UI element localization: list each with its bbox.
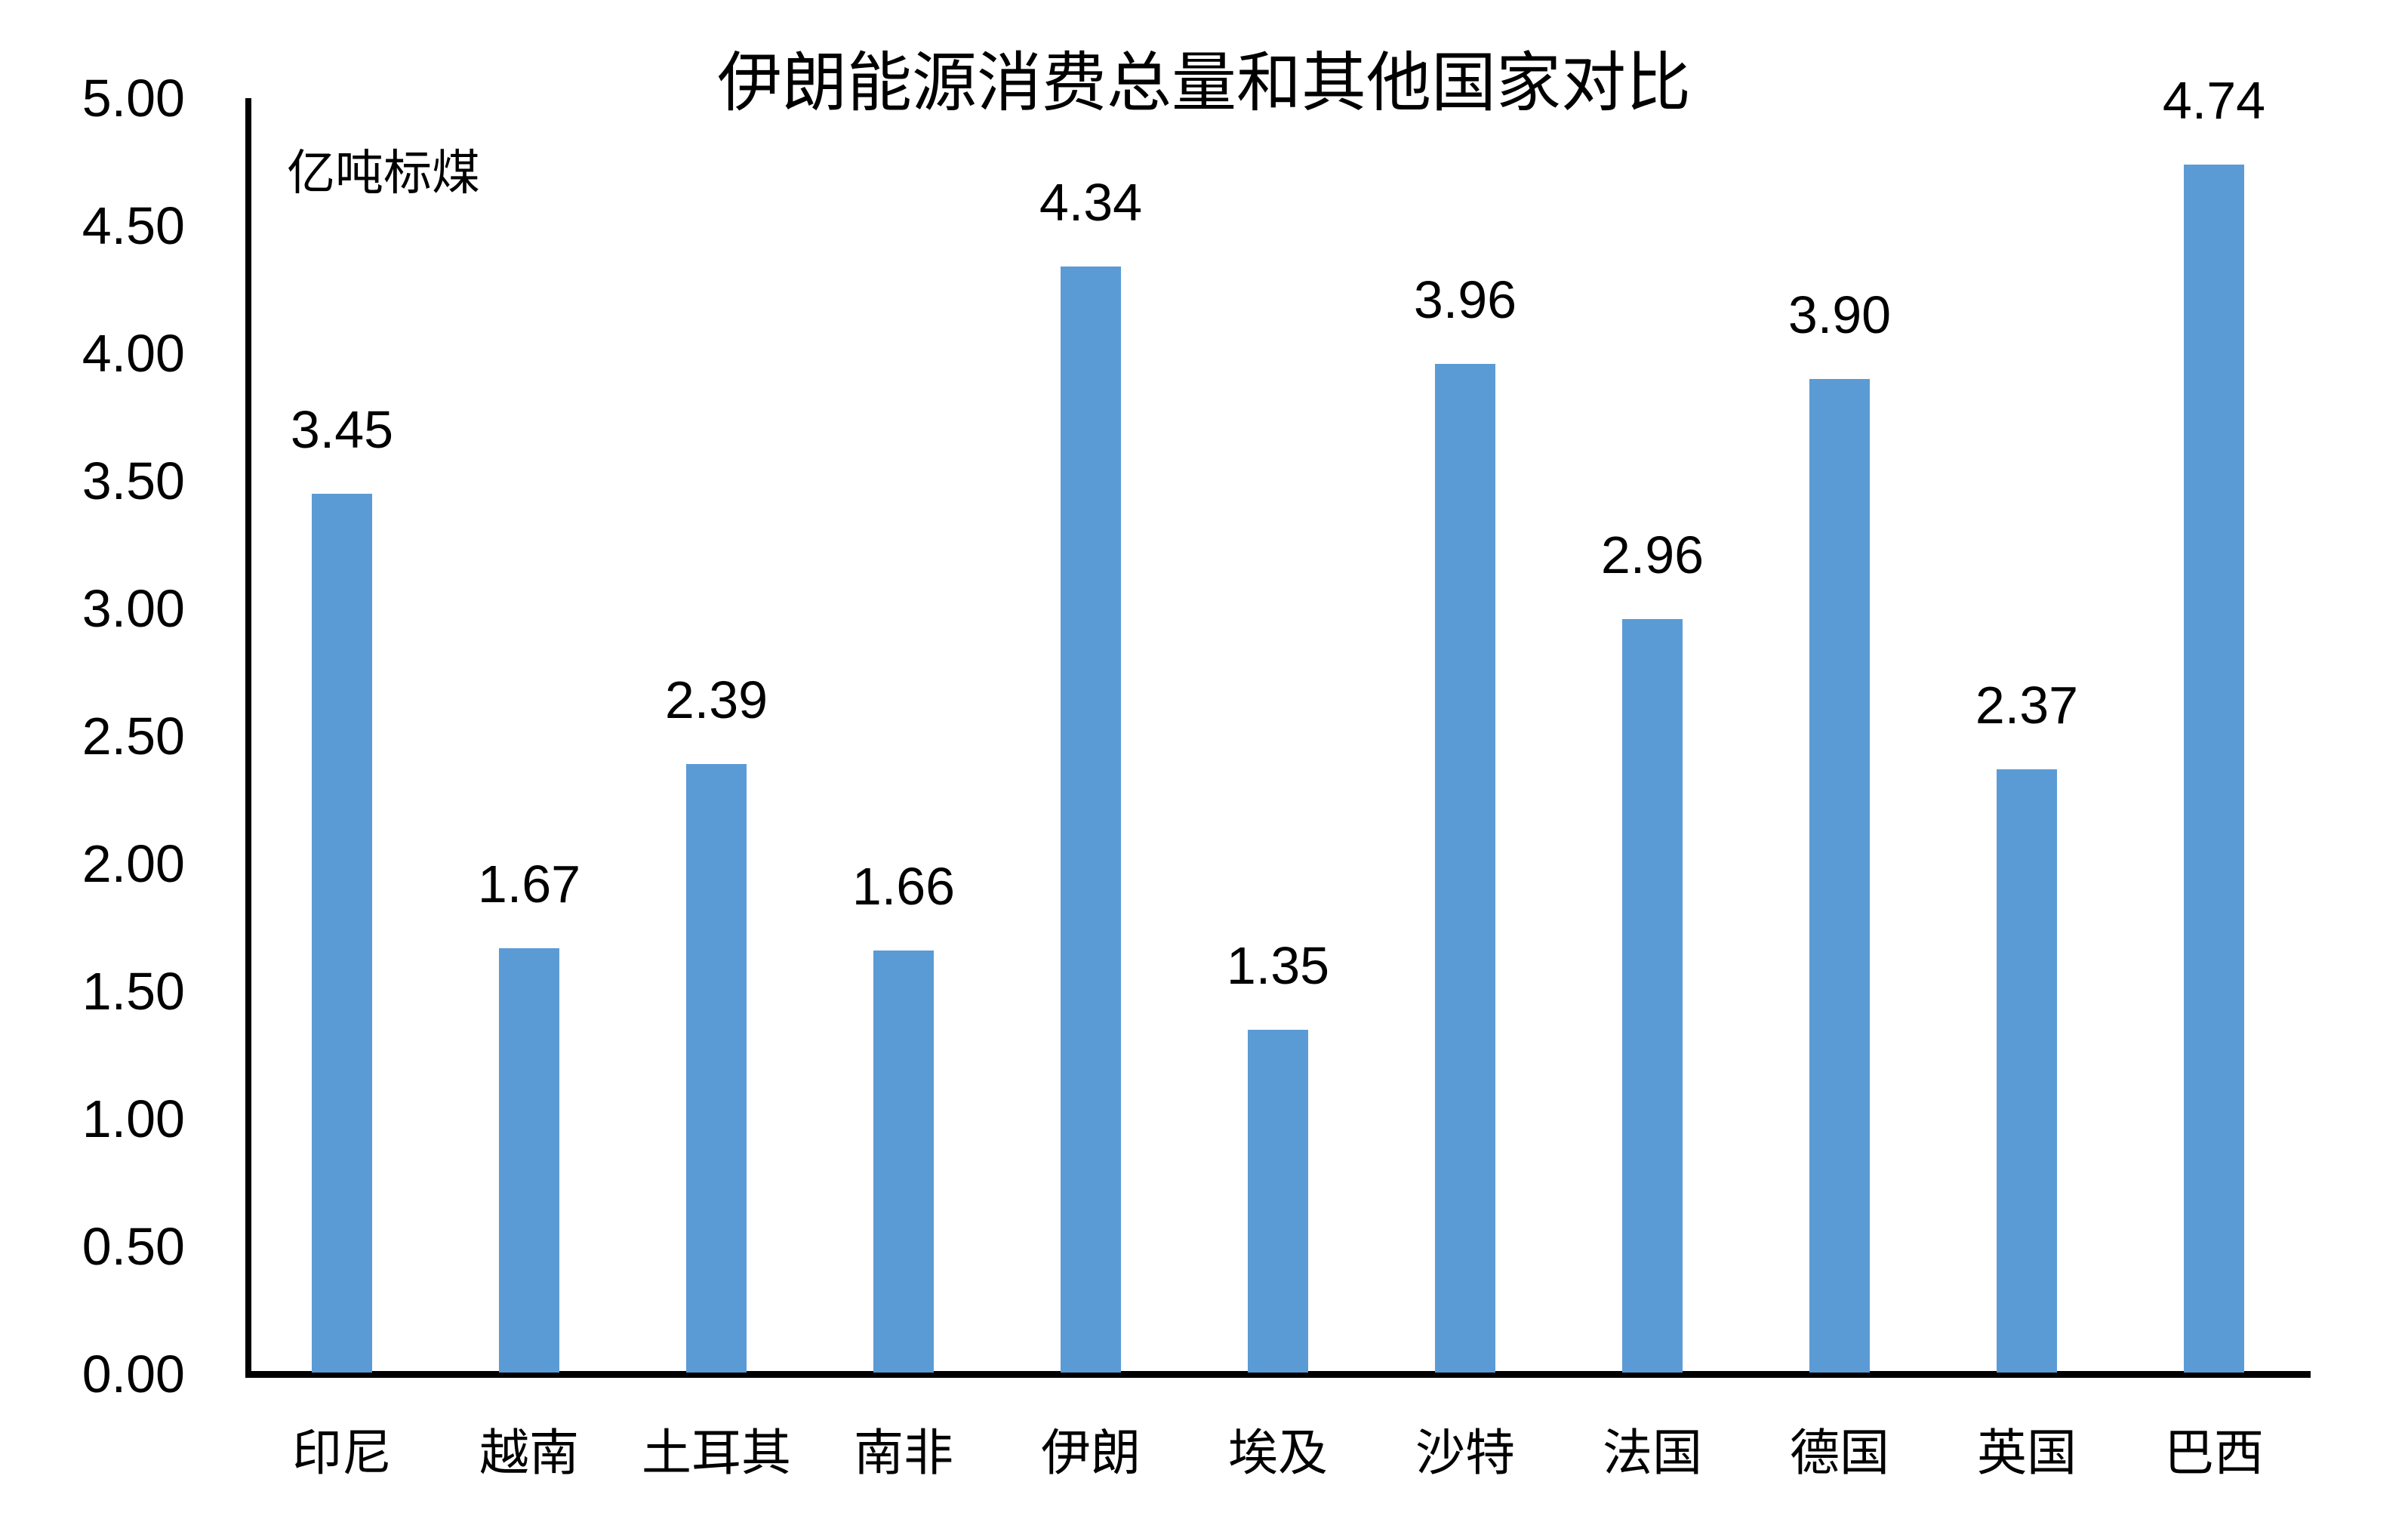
- bar-value-label: 4.74: [2162, 70, 2266, 130]
- y-axis-tick-label: 4.50: [82, 196, 185, 255]
- y-axis-tick-label: 1.00: [82, 1089, 185, 1148]
- x-axis-line: [245, 1371, 2311, 1378]
- y-axis-tick-label: 1.50: [82, 962, 185, 1021]
- bar-value-label: 4.34: [1039, 173, 1143, 233]
- bar: [1248, 1029, 1308, 1373]
- y-axis-tick-label: 5.00: [82, 69, 185, 128]
- x-axis-category-label: 越南: [479, 1426, 579, 1481]
- bar: [1809, 378, 1870, 1373]
- x-axis-category-label: 印尼: [292, 1426, 392, 1481]
- bar: [499, 947, 559, 1373]
- bar: [1622, 618, 1683, 1373]
- bar-value-label: 3.90: [1788, 285, 1892, 344]
- x-axis-category-label: 巴西: [2164, 1426, 2264, 1481]
- bar: [2184, 164, 2244, 1373]
- bar-value-label: 2.39: [664, 670, 768, 730]
- bar-value-label: 3.96: [1413, 270, 1517, 329]
- bar: [686, 764, 747, 1373]
- x-axis-category-label: 土耳其: [642, 1426, 791, 1481]
- bar: [1061, 267, 1121, 1373]
- bar-value-label: 1.67: [477, 854, 581, 914]
- bar: [1997, 769, 2057, 1373]
- x-axis-category-label: 沙特: [1415, 1426, 1515, 1481]
- y-axis-tick-label: 0.00: [82, 1345, 185, 1403]
- bar-value-label: 3.45: [290, 399, 394, 459]
- bar-value-label: 1.35: [1226, 935, 1330, 995]
- bar: [873, 950, 934, 1373]
- y-axis-tick-label: 2.50: [82, 707, 185, 766]
- y-axis-line: [245, 98, 251, 1377]
- x-axis-category-label: 德国: [1790, 1426, 1889, 1481]
- bar: [1435, 363, 1495, 1373]
- bar-value-label: 2.96: [1600, 525, 1704, 584]
- y-axis-tick-label: 2.00: [82, 834, 185, 893]
- y-axis-tick-label: 4.00: [82, 324, 185, 383]
- x-axis-category-label: 英国: [1977, 1426, 2077, 1481]
- y-axis-tick-label: 3.50: [82, 451, 185, 510]
- bar-value-label: 1.66: [851, 856, 956, 916]
- chart-title: 伊朗能源消费总量和其他国家对比: [717, 47, 1691, 119]
- x-axis-category-label: 南非: [854, 1426, 953, 1481]
- y-axis-unit-label: 亿吨标煤: [287, 146, 480, 200]
- x-axis-category-label: 伊朗: [1041, 1426, 1141, 1481]
- x-axis-category-label: 埃及: [1228, 1426, 1328, 1481]
- x-axis-category-label: 法国: [1603, 1426, 1702, 1481]
- y-axis-tick-label: 3.00: [82, 579, 185, 638]
- y-axis-tick-label: 0.50: [82, 1217, 185, 1276]
- bar: [312, 493, 372, 1373]
- bar-value-label: 2.37: [1975, 675, 2079, 735]
